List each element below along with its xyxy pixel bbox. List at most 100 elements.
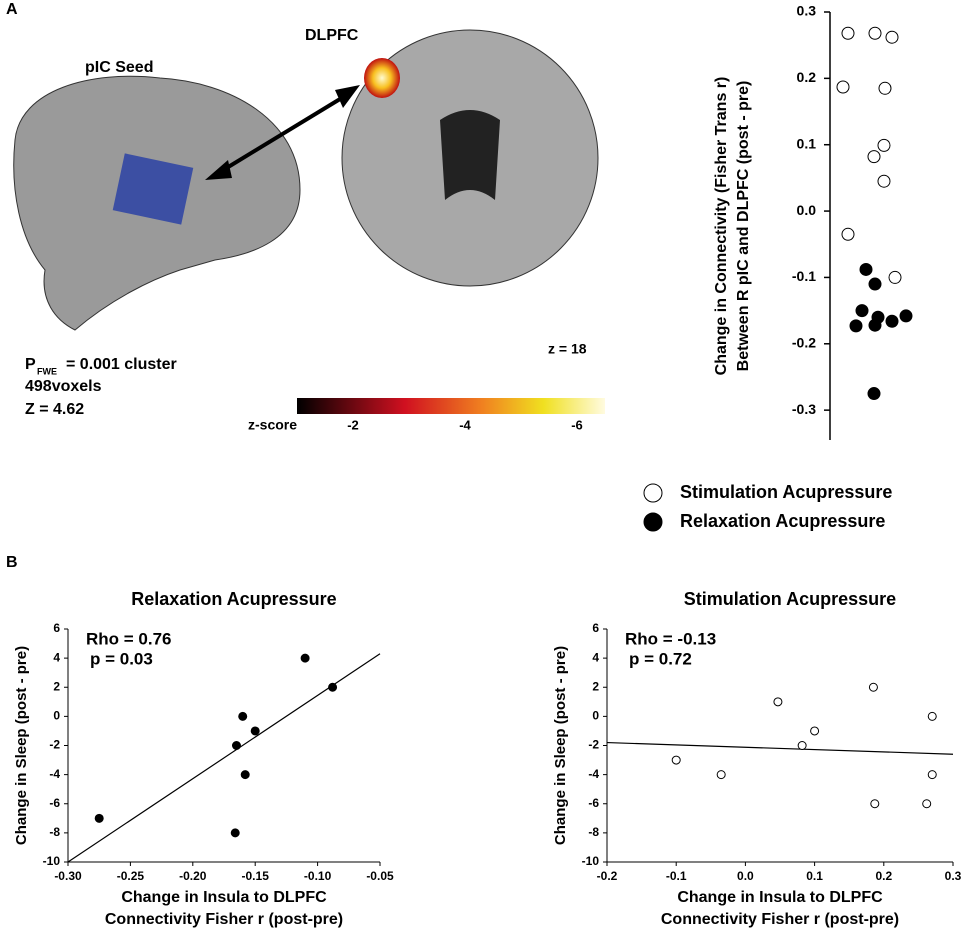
point bbox=[868, 277, 882, 291]
point bbox=[885, 314, 899, 328]
point bbox=[238, 711, 248, 721]
point bbox=[859, 262, 873, 276]
arrow-head bbox=[335, 85, 360, 108]
x-axis-label: Change in Insula to DLPFC bbox=[677, 889, 883, 906]
y-tick-label: -6 bbox=[49, 796, 60, 810]
fit-line bbox=[67, 653, 381, 863]
annotation: Rho = -0.13 bbox=[625, 629, 716, 648]
point bbox=[773, 697, 783, 707]
point bbox=[877, 174, 891, 188]
y-tick-label: 0.2 bbox=[797, 69, 817, 85]
x-tick-label: -0.15 bbox=[242, 869, 270, 883]
point bbox=[841, 227, 855, 241]
slice-label: z = 18 bbox=[548, 341, 587, 357]
point bbox=[868, 26, 882, 40]
y-axis-label: Change in Sleep (post - pre) bbox=[552, 646, 569, 845]
legend-marker bbox=[643, 512, 663, 532]
point bbox=[868, 318, 882, 332]
point bbox=[868, 682, 878, 692]
point bbox=[240, 770, 250, 780]
point bbox=[841, 26, 855, 40]
y-tick-label: 0.3 bbox=[797, 3, 817, 19]
x-tick-label: -0.1 bbox=[666, 869, 687, 883]
point bbox=[899, 309, 913, 323]
y-tick-label: -10 bbox=[43, 854, 61, 868]
annotation: Rho = 0.76 bbox=[86, 629, 172, 648]
y-axis-label: Change in Connectivity (Fisher Trans r) bbox=[713, 77, 730, 376]
x-tick-label: -0.25 bbox=[117, 869, 145, 883]
legend-label: Relaxation Acupressure bbox=[680, 511, 885, 531]
point bbox=[855, 304, 869, 318]
point bbox=[250, 726, 260, 736]
point bbox=[231, 741, 241, 750]
y-tick-label: -6 bbox=[588, 796, 599, 810]
y-tick-label: -8 bbox=[588, 825, 599, 839]
target-label: DLPFC bbox=[305, 27, 359, 44]
ventricles bbox=[440, 110, 500, 200]
panel-label: A bbox=[6, 1, 18, 18]
y-tick-label: 6 bbox=[592, 621, 599, 635]
colorbar-tick-label: -6 bbox=[571, 417, 583, 432]
y-tick-label: 4 bbox=[53, 650, 60, 664]
y-axis-label: Change in Sleep (post - pre) bbox=[13, 646, 30, 845]
y-axis-label: Between R pIC and DLPFC (post - pre) bbox=[735, 81, 752, 372]
p-subscript: FWE bbox=[37, 366, 57, 376]
point bbox=[927, 770, 937, 780]
point bbox=[716, 770, 726, 780]
x-tick-label: -0.30 bbox=[54, 869, 82, 883]
fit-line bbox=[606, 741, 954, 755]
y-tick-label: 0 bbox=[592, 709, 599, 723]
y-tick-label: -8 bbox=[49, 825, 60, 839]
y-tick-label: -10 bbox=[582, 854, 600, 868]
point bbox=[836, 80, 850, 94]
x-tick-label: -0.2 bbox=[597, 869, 618, 883]
point bbox=[849, 319, 863, 333]
y-tick-label: 0.0 bbox=[797, 202, 817, 218]
chart-title: Stimulation Acupressure bbox=[684, 589, 896, 609]
x-tick-label: 0.2 bbox=[875, 869, 892, 883]
point bbox=[922, 799, 932, 809]
y-tick-label: -0.1 bbox=[792, 268, 816, 284]
point bbox=[927, 711, 937, 721]
point bbox=[328, 682, 338, 692]
y-tick-label: -2 bbox=[49, 738, 60, 752]
seed-roi bbox=[112, 153, 194, 225]
point bbox=[867, 150, 881, 164]
y-tick-label: -2 bbox=[588, 738, 599, 752]
point bbox=[810, 726, 820, 736]
legend-label: Stimulation Acupressure bbox=[680, 482, 892, 502]
x-axis-label: Change in Insula to DLPFC bbox=[121, 889, 327, 906]
x-tick-label: -0.05 bbox=[366, 869, 394, 883]
point bbox=[885, 30, 899, 44]
y-tick-label: 4 bbox=[592, 650, 599, 664]
y-tick-label: 2 bbox=[53, 679, 60, 693]
x-axis-label: Connectivity Fisher r (post-pre) bbox=[105, 911, 343, 928]
z-stat: Z = 4.62 bbox=[25, 401, 84, 418]
point bbox=[870, 799, 880, 809]
colorbar-label: z-score bbox=[248, 417, 297, 433]
annotation: p = 0.72 bbox=[629, 649, 692, 668]
point bbox=[230, 828, 240, 838]
voxels: 498voxels bbox=[25, 378, 102, 395]
point bbox=[867, 387, 881, 401]
point bbox=[94, 813, 104, 823]
point bbox=[888, 270, 902, 284]
arrow bbox=[218, 94, 347, 174]
dlpfc-cluster bbox=[364, 58, 400, 98]
point bbox=[878, 81, 892, 95]
colorbar-tick-label: -4 bbox=[459, 417, 471, 432]
point bbox=[877, 138, 891, 152]
x-tick-label: -0.10 bbox=[304, 869, 332, 883]
y-tick-label: 6 bbox=[53, 621, 60, 635]
x-tick-label: -0.20 bbox=[179, 869, 207, 883]
x-tick-label: 0.0 bbox=[737, 869, 754, 883]
legend-marker bbox=[643, 483, 663, 503]
seed-label: pIC Seed bbox=[85, 59, 153, 76]
p-letter: P bbox=[25, 356, 36, 373]
point bbox=[797, 741, 807, 750]
panel-label: B bbox=[6, 554, 18, 571]
annotation: p = 0.03 bbox=[90, 649, 153, 668]
y-tick-label: -0.3 bbox=[792, 401, 816, 417]
